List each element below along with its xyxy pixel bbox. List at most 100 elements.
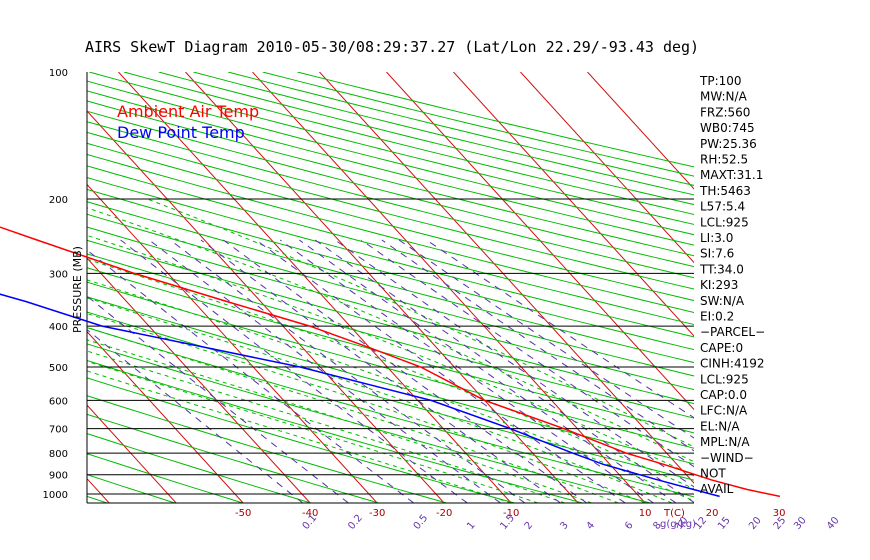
pressure-tick-label: 300 (49, 269, 68, 280)
moist-adiabat-line (87, 326, 619, 503)
dry-adiabat-line (87, 201, 694, 364)
stat-item: TP:100 (699, 74, 742, 88)
stat-item: −PARCEL− (700, 325, 765, 339)
stat-item: KI:293 (700, 278, 738, 292)
stat-item: MAXT:31.1 (700, 168, 763, 182)
dry-adiabat-line (87, 311, 694, 481)
mixing-ratio-line (87, 328, 304, 503)
dry-adiabat-line (87, 165, 694, 326)
stat-item: L57:5.4 (700, 200, 745, 214)
dry-adiabat-line (87, 90, 694, 246)
sounding-profiles (0, 226, 781, 498)
background-grid (0, 72, 694, 503)
dry-adiabat-line (87, 153, 694, 313)
mixing-ratio-tick-label: 4 (585, 520, 598, 532)
pressure-tick-label: 800 (49, 449, 68, 460)
moist-adiabat-line (87, 258, 694, 490)
dry-adiabat-line (89, 72, 694, 225)
dry-adiabat-line (87, 377, 515, 503)
stat-item: FRZ:560 (700, 105, 750, 119)
isotherm-line (520, 72, 694, 264)
stat-item: SI:7.6 (700, 247, 734, 261)
isotherm-line (0, 72, 42, 503)
mixing-ratio-line (148, 239, 501, 503)
bottom-temp-tick-label: -40 (302, 508, 318, 519)
pressure-tick-label: 200 (49, 195, 68, 206)
dry-adiabat-line (87, 80, 694, 236)
mixing-ratio-line (87, 249, 415, 503)
mixing-ratio-tick-label: 0.2 (346, 513, 365, 532)
stat-item: CAPE:0 (700, 341, 743, 355)
stat-item: SW:N/A (700, 294, 745, 308)
dry-adiabat-line (87, 100, 694, 257)
dry-adiabat-line (87, 395, 447, 503)
mixing-ratio-tick-label: 0.5 (412, 513, 431, 532)
mixing-ratio-line (360, 239, 694, 468)
stat-item: LCL:925 (700, 215, 749, 229)
dry-adiabat-line (297, 72, 694, 168)
stat-item: CINH:4192 (700, 357, 765, 371)
moist-adiabat-line (87, 370, 512, 503)
stat-item: RH:52.5 (700, 153, 748, 167)
stat-item: TH:5463 (699, 184, 751, 198)
isotherm-line (587, 72, 694, 190)
y-axis-label: PRESSURE (MB) (71, 246, 84, 333)
mixing-ratio-tick-label: 3 (558, 520, 571, 532)
bottom-temp-tick-label: 10 (639, 508, 652, 519)
moist-adiabat-line (87, 313, 646, 503)
bottom-temp-tick-label: 30 (773, 508, 786, 519)
isotherm-line (386, 72, 694, 411)
dry-adiabat-line (87, 267, 694, 434)
mixing-ratio-line (255, 239, 626, 503)
isotherm-line (87, 404, 177, 503)
chart-title: AIRS SkewT Diagram 2010-05-30/08:29:37.2… (85, 38, 699, 56)
dew-point-line (0, 293, 720, 498)
mixing-ratio-unit-label: g(g/kg) (660, 519, 696, 530)
dry-adiabat-line (193, 72, 694, 196)
mixing-ratio-line (223, 239, 588, 503)
mixing-ratio-line (169, 239, 526, 503)
isotherm-line (87, 330, 244, 503)
pressure-tick-label: 400 (49, 322, 68, 333)
stat-item: TT:34.0 (699, 262, 744, 276)
isotherm-line (319, 72, 694, 484)
mixing-ratio-line (398, 239, 694, 439)
stat-item: MPL:N/A (700, 435, 750, 449)
dry-adiabat-line (87, 343, 651, 503)
mixing-ratio-line (279, 239, 654, 503)
mixing-ratio-tick-label: 1 (465, 520, 478, 532)
dry-adiabat-line (87, 188, 694, 351)
stat-item: AVAIL (700, 482, 734, 496)
legend-ambient: Ambient Air Temp (117, 102, 259, 121)
mixing-ratio-tick-label: 40 (825, 515, 842, 532)
isotherm-line (87, 257, 311, 503)
dry-adiabat-line (87, 327, 694, 498)
stat-item: EI:0.2 (700, 310, 734, 324)
moist-adiabat-line (87, 350, 565, 503)
mixing-ratio-line (334, 239, 694, 488)
dry-adiabat-line (87, 359, 583, 503)
pressure-tick-label: 700 (49, 425, 68, 436)
stat-item: MW:N/A (700, 90, 748, 104)
dry-adiabat-line (87, 226, 694, 391)
x-axis-unit-label: T(C) (663, 508, 685, 519)
bottom-temp-tick-label: -30 (369, 508, 385, 519)
bottom-temp-tick-label: -50 (235, 508, 251, 519)
stat-item: CAP:0.0 (700, 388, 747, 402)
dry-adiabat-line (158, 72, 694, 206)
pressure-tick-label: 900 (49, 471, 68, 482)
mixing-ratio-line (299, 239, 677, 503)
bottom-temp-tick-label: -10 (503, 508, 519, 519)
dry-adiabat-line (87, 131, 694, 290)
mixing-ratio-tick-label: 6 (623, 520, 636, 532)
mixing-ratio-tick-label: 8 (651, 520, 664, 532)
pressure-tick-label: 1000 (43, 490, 68, 501)
mixing-ratio-line (200, 239, 561, 503)
pressure-tick-label: 600 (49, 396, 68, 407)
dry-adiabat-line (87, 142, 694, 302)
isotherm-line (252, 72, 646, 503)
pressure-tick-label: 100 (49, 68, 68, 79)
mixing-ratio-line (426, 239, 694, 419)
moist-adiabat-line (87, 297, 673, 503)
